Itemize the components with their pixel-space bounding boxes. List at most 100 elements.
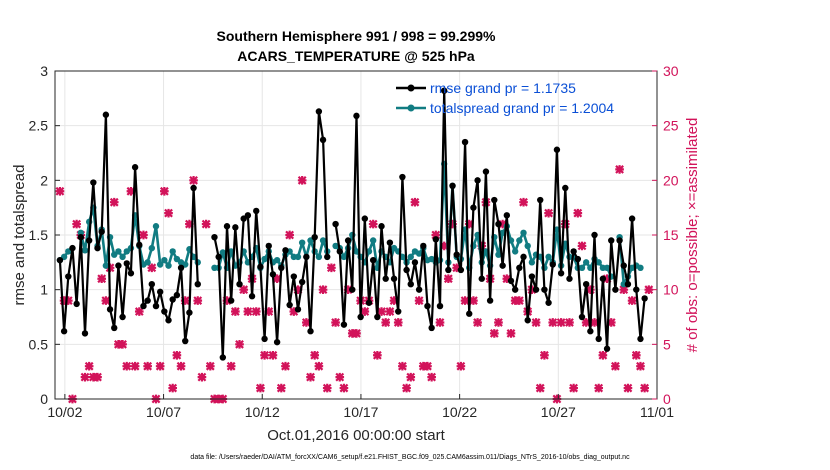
- obs-assimilated-marker: [502, 274, 512, 284]
- chart-title-line2: ACARS_TEMPERATURE @ 525 hPa: [237, 48, 475, 64]
- obs-assimilated-marker: [531, 318, 541, 327]
- data-point: [315, 253, 323, 261]
- data-point: [148, 244, 156, 252]
- obs-assimilated-marker: [560, 219, 570, 229]
- data-point: [511, 286, 519, 293]
- obs-assimilated-marker: [535, 383, 545, 393]
- data-point: [595, 335, 602, 343]
- obs-assimilated-marker: [360, 307, 370, 316]
- data-point: [503, 212, 511, 219]
- data-point: [499, 262, 506, 269]
- data-point: [73, 300, 80, 308]
- obs-assimilated-marker: [176, 361, 186, 371]
- data-point: [637, 335, 644, 343]
- data-point: [628, 215, 636, 222]
- data-point: [152, 302, 160, 310]
- obs-assimilated-marker: [494, 318, 503, 327]
- data-point: [77, 229, 85, 237]
- obs-assimilated-marker: [477, 241, 487, 251]
- obs-assimilated-marker: [239, 285, 249, 295]
- obs-assimilated-marker: [93, 372, 102, 382]
- obs-assimilated-marker: [197, 372, 207, 382]
- data-point: [357, 313, 364, 321]
- obs-assimilated-marker: [297, 175, 307, 185]
- obs-assimilated-marker: [577, 241, 587, 251]
- obs-assimilated-marker: [314, 361, 324, 371]
- data-point: [215, 253, 222, 261]
- y-axis-label: rmse and totalspread: [11, 165, 28, 306]
- data-point: [111, 324, 118, 332]
- data-point: [156, 288, 164, 296]
- data-point: [269, 271, 277, 278]
- data-point: [637, 264, 644, 271]
- data-point: [582, 259, 590, 266]
- obs-assimilated-marker: [97, 274, 107, 284]
- obs-assimilated-marker: [460, 296, 470, 305]
- obs-assimilated-marker: [109, 197, 119, 207]
- footnote: data file: /Users/raeder/DAI/ATM_forcXX/…: [190, 454, 630, 461]
- y2-tick-label: 10: [663, 282, 679, 298]
- obs-assimilated-marker: [573, 208, 583, 218]
- data-point: [165, 317, 172, 324]
- y-tick-label: 3: [40, 63, 48, 79]
- data-point: [587, 328, 594, 335]
- y-tick-label: 2: [40, 172, 48, 188]
- y2-axis-label: # of obs: o=possible; ×=assimilated: [684, 118, 701, 353]
- obs-assimilated-marker: [640, 383, 650, 393]
- data-point: [294, 306, 302, 313]
- data-point: [478, 275, 485, 282]
- data-point: [507, 277, 515, 285]
- y-tick-label: 0: [40, 391, 48, 407]
- data-point: [169, 296, 176, 303]
- obs-assimilated-marker: [260, 350, 269, 360]
- data-point: [340, 253, 348, 261]
- data-point: [332, 220, 339, 228]
- obs-assimilated-marker: [435, 318, 445, 327]
- data-point: [436, 302, 444, 310]
- data-point: [415, 286, 423, 293]
- obs-assimilated-marker: [155, 361, 165, 371]
- data-point: [298, 278, 306, 286]
- x-axis-ticks: 10/02 10/07 10/12 10/17 10/22 10/27 11/01: [47, 394, 674, 420]
- data-point: [537, 196, 544, 204]
- obs-assimilated-marker: [585, 285, 595, 295]
- data-point: [311, 233, 318, 241]
- obs-assimilated-marker: [602, 274, 612, 284]
- data-point: [265, 242, 272, 250]
- obs-assimilated-marker: [84, 361, 94, 371]
- obs-assimilated-marker: [339, 383, 349, 393]
- data-point: [257, 263, 264, 270]
- data-point: [81, 330, 89, 337]
- data-point: [219, 249, 227, 256]
- obs-assimilated-marker: [143, 361, 153, 371]
- data-point: [612, 286, 619, 293]
- data-point: [344, 237, 352, 244]
- obs-assimilated-marker: [327, 263, 336, 273]
- data-point: [578, 313, 586, 321]
- data-point: [119, 313, 126, 321]
- data-point: [211, 233, 218, 241]
- obs-assimilated-marker: [172, 350, 182, 360]
- obs-assimilated-marker: [611, 361, 620, 371]
- data-point: [365, 299, 373, 306]
- data-point: [106, 306, 114, 313]
- data-point: [273, 338, 281, 346]
- data-point: [491, 196, 498, 204]
- x-tick-label: 10/27: [541, 404, 576, 420]
- data-point: [336, 248, 343, 255]
- data-point: [169, 248, 176, 255]
- data-point: [482, 168, 490, 175]
- data-point: [582, 281, 590, 288]
- data-point: [361, 215, 369, 222]
- data-point: [470, 204, 477, 211]
- data-point: [608, 237, 615, 244]
- data-point: [144, 259, 151, 266]
- data-point: [574, 255, 582, 263]
- x-tick-label: 10/22: [442, 404, 477, 420]
- obs-assimilated-marker: [331, 318, 340, 327]
- data-point: [516, 264, 523, 271]
- legend: rmse grand pr = 1.1735 totalspread grand…: [396, 80, 614, 116]
- data-point: [603, 264, 611, 271]
- obs-assimilated-marker: [565, 318, 574, 327]
- obs-assimilated-marker: [548, 318, 558, 327]
